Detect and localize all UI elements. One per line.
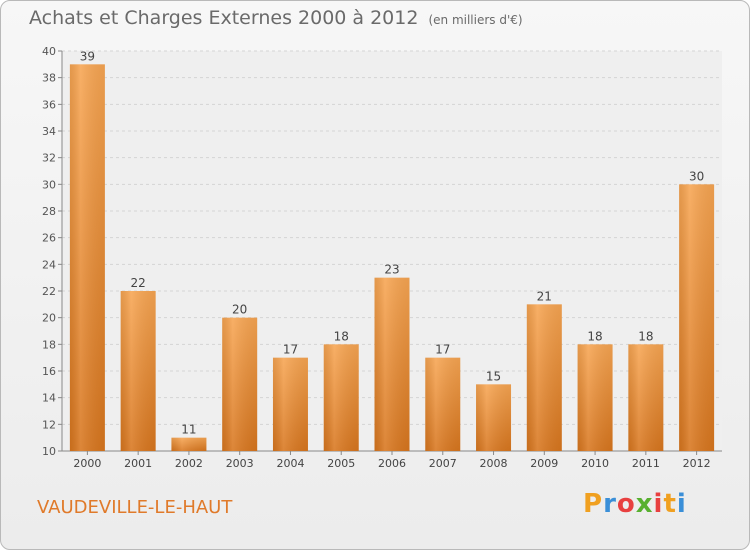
logo-letter: t [663,489,677,519]
y-tick-label: 30 [42,178,56,191]
data-label-2012: 30 [689,169,704,183]
bar-shading-2007 [425,357,461,451]
bar-shading-2010 [577,344,613,451]
data-label-2006: 23 [384,263,399,277]
bar-shading-2003 [222,317,258,451]
data-label-2004: 17 [283,343,298,357]
x-tick-label-2009: 2009 [530,457,558,470]
data-label-2010: 18 [587,329,602,343]
bar-shading-2005 [323,344,359,451]
bar-shading-2011 [628,344,664,451]
logo-letter: r [603,489,617,519]
bar-shading-2004 [272,357,308,451]
y-tick-label: 10 [42,445,56,458]
data-label-2003: 20 [232,303,247,317]
logo-letter: i [676,489,687,519]
y-tick-label: 26 [42,232,56,245]
y-tick-label: 36 [42,98,56,111]
x-tick-label-2000: 2000 [73,457,101,470]
logo-letter: x [635,489,654,519]
data-label-2008: 15 [486,369,501,383]
x-tick-label-2012: 2012 [683,457,711,470]
y-tick-label: 12 [42,418,56,431]
x-tick-label-2005: 2005 [327,457,355,470]
x-tick-label-2003: 2003 [226,457,254,470]
y-tick-label: 16 [42,365,56,378]
y-tick-label: 22 [42,285,56,298]
x-tick-label-2007: 2007 [429,457,457,470]
y-tick-label: 20 [42,312,56,325]
y-tick-label: 32 [42,152,56,165]
y-tick-label: 28 [42,205,56,218]
bar-shading-2012 [679,184,715,452]
x-tick-label-2010: 2010 [581,457,609,470]
data-label-2002: 11 [181,423,196,437]
chart-title: Achats et Charges Externes 2000 à 2012 [29,7,419,29]
y-tick-label: 38 [42,72,56,85]
data-label-2005: 18 [334,329,349,343]
x-tick-label-2006: 2006 [378,457,406,470]
data-label-2001: 22 [131,276,146,290]
logo-letter: P [583,489,604,519]
x-tick-label-2002: 2002 [175,457,203,470]
data-label-2009: 21 [537,289,552,303]
data-label-2000: 39 [80,49,95,63]
bar-shading-2000 [69,64,105,452]
data-label-2011: 18 [638,329,653,343]
data-label-2007: 17 [435,343,450,357]
x-tick-label-2011: 2011 [632,457,660,470]
y-tick-label: 14 [42,392,56,405]
x-tick-label-2008: 2008 [480,457,508,470]
y-tick-label: 18 [42,338,56,351]
bar-shading-2001 [120,291,156,451]
commune-name: VAUDEVILLE-LE-HAUT [37,497,233,518]
chart-title-block: Achats et Charges Externes 2000 à 2012 (e… [29,7,523,29]
y-tick-label: 34 [42,125,56,138]
x-tick-label-2001: 2001 [124,457,152,470]
bar-shading-2008 [476,384,512,451]
bar-shading-2009 [526,304,562,451]
y-tick-label: 24 [42,258,56,271]
x-tick-label-2004: 2004 [276,457,304,470]
logo-letter: i [653,489,664,519]
proxiti-logo: Proxiti [583,489,687,519]
y-tick-label: 40 [42,45,56,58]
chart-subtitle: (en milliers d'€) [428,13,523,27]
logo-letter: o [616,489,636,519]
bar-shading-2002 [171,437,207,451]
bar-shading-2006 [374,277,410,451]
